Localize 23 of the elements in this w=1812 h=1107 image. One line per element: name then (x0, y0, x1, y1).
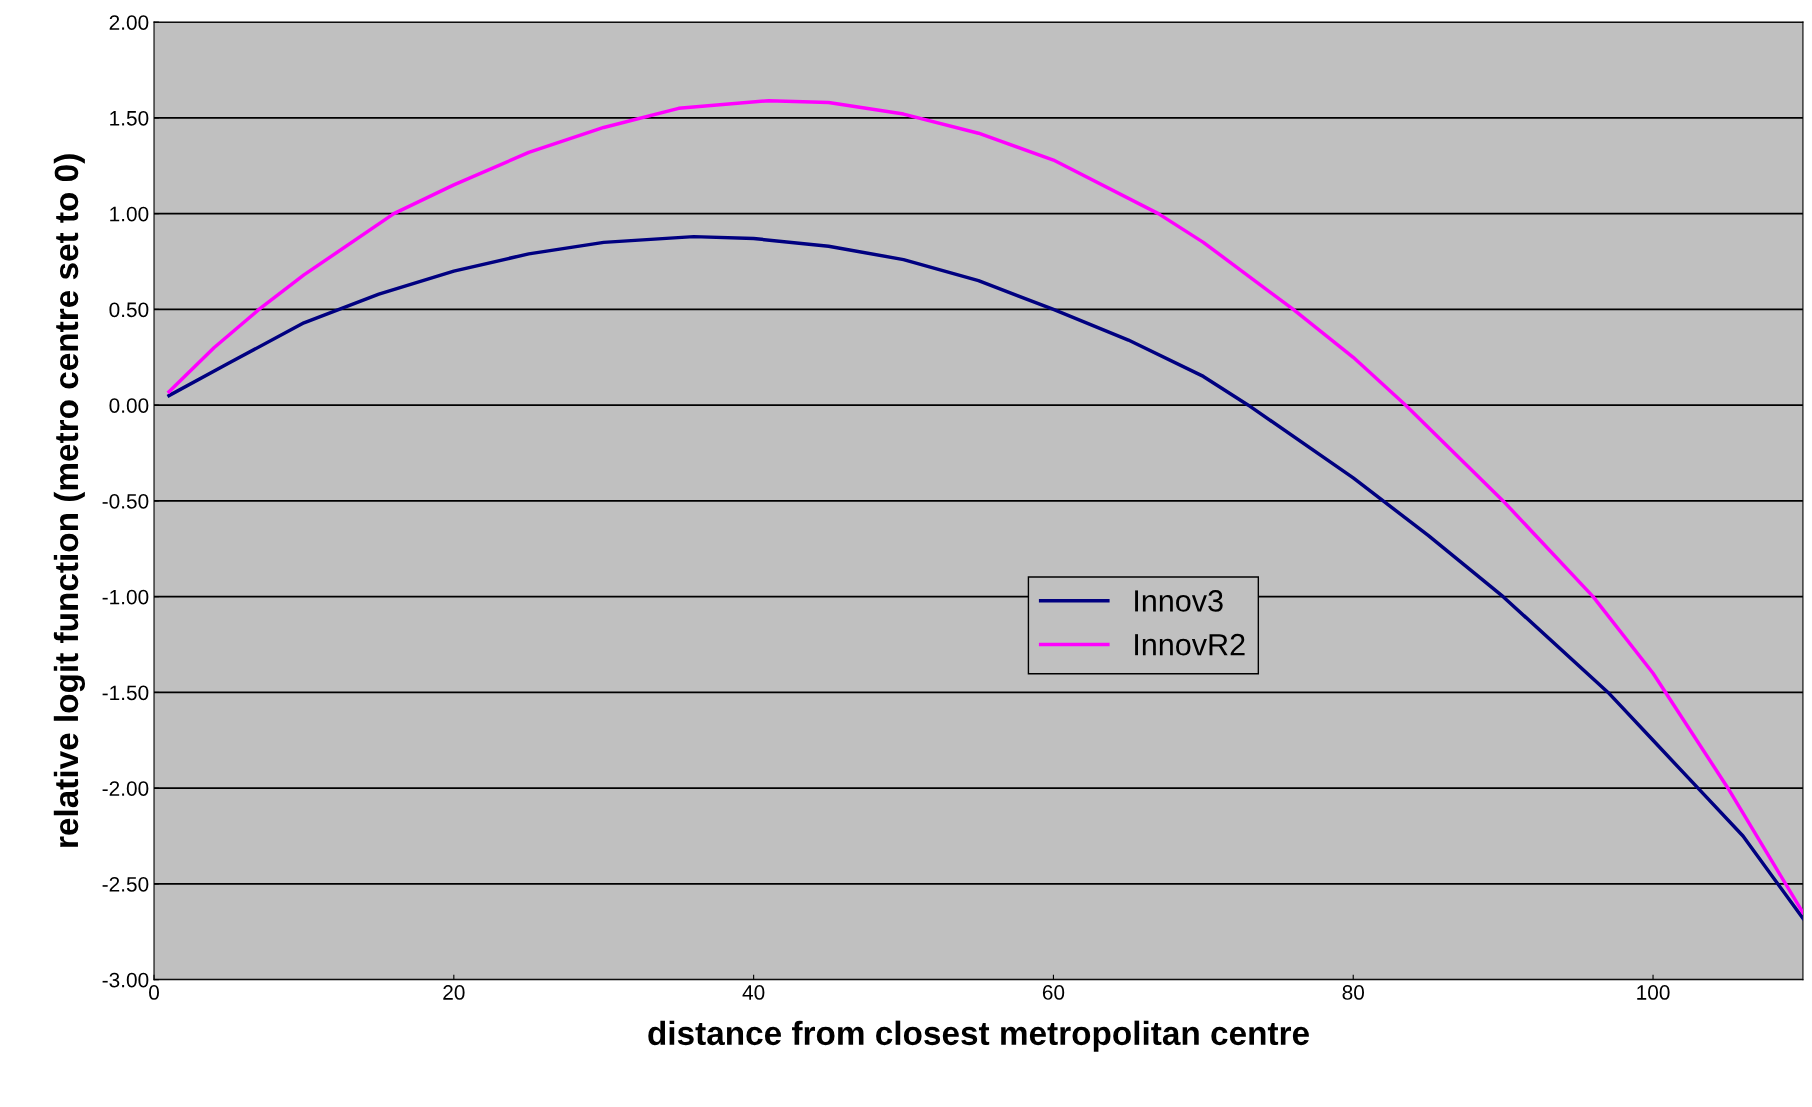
legend-label: Innov3 (1135, 590, 1223, 612)
y-tick-label: 2.00 (109, 15, 149, 30)
x-tick-label: 80 (1342, 985, 1365, 1000)
y-tick-label: 0.50 (109, 302, 149, 318)
y-tick-label: 1.00 (110, 206, 149, 222)
line-series (167, 234, 1803, 921)
y-tick-label: -1.50 (102, 685, 149, 701)
x-axis-title: distance from closest metropolitan centre (648, 1020, 1309, 1052)
x-tick-label: 100 (1637, 985, 1670, 1000)
legend-label: InnovR2 (1135, 633, 1245, 656)
y-axis-title: relative logit function (metro centre set to 0) (53, 154, 86, 847)
y-tick-label: -1.00 (102, 589, 149, 605)
y-tick-label: 0.00 (109, 398, 149, 413)
y-tick-label: -2.00 (102, 781, 149, 796)
y-tick-label: -3.00 (102, 972, 149, 988)
line-series (167, 98, 1803, 915)
x-tick-label: 20 (443, 985, 465, 1000)
y-tick-label: 1.50 (110, 110, 149, 126)
y-tick-label: -2.50 (102, 876, 149, 892)
y-tick-label: -0.50 (102, 493, 149, 509)
x-tick-label: 40 (742, 985, 765, 1000)
x-tick-label: 60 (1042, 985, 1065, 1000)
x-tick-label: 0 (149, 985, 159, 1000)
